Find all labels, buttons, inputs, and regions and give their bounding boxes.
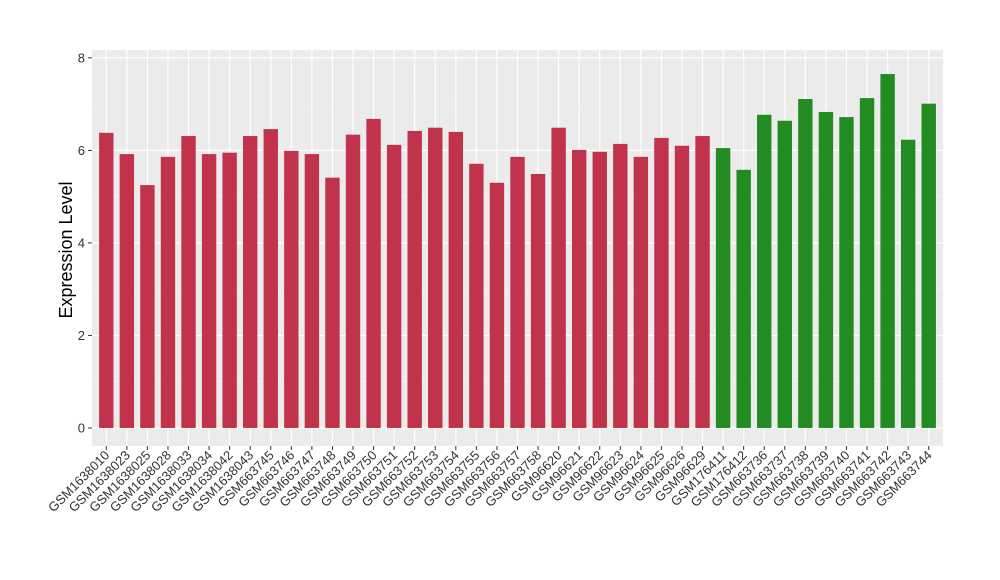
bar bbox=[386, 144, 402, 428]
bar bbox=[366, 118, 381, 428]
bar bbox=[530, 173, 546, 428]
bar bbox=[880, 74, 895, 428]
bar bbox=[695, 136, 710, 428]
bar bbox=[654, 137, 669, 428]
bar bbox=[284, 150, 299, 428]
bar bbox=[839, 117, 854, 428]
bar bbox=[571, 149, 587, 428]
y-tick-label: 0 bbox=[78, 420, 85, 435]
bar bbox=[613, 143, 628, 428]
bar bbox=[489, 182, 505, 428]
bar bbox=[469, 163, 484, 428]
bar bbox=[222, 152, 237, 428]
bar bbox=[181, 136, 196, 428]
bar bbox=[345, 134, 361, 428]
bar bbox=[160, 156, 176, 428]
bar bbox=[201, 154, 217, 428]
y-tick-label: 6 bbox=[78, 143, 85, 158]
bar bbox=[551, 127, 566, 428]
bar bbox=[592, 151, 607, 428]
bar bbox=[674, 145, 690, 428]
bar bbox=[818, 111, 834, 428]
bar bbox=[633, 156, 649, 428]
bar bbox=[798, 99, 813, 428]
bar bbox=[119, 154, 135, 428]
y-tick-label: 4 bbox=[78, 235, 85, 250]
y-tick-label: 2 bbox=[78, 328, 85, 343]
bar bbox=[263, 129, 278, 428]
bar bbox=[140, 185, 155, 428]
bar bbox=[304, 154, 320, 428]
bar bbox=[777, 120, 792, 428]
bar bbox=[715, 148, 731, 428]
bar bbox=[99, 132, 114, 428]
bar bbox=[757, 114, 772, 428]
bar bbox=[900, 139, 916, 428]
bar bbox=[448, 131, 464, 428]
bar bbox=[859, 98, 875, 428]
bar bbox=[921, 103, 936, 428]
y-tick-label: 8 bbox=[78, 50, 85, 65]
y-axis-label: Expression Level bbox=[56, 181, 76, 318]
bar bbox=[243, 136, 258, 428]
bar bbox=[510, 156, 525, 428]
bar bbox=[407, 130, 422, 428]
bar bbox=[428, 127, 443, 428]
bar bbox=[736, 169, 751, 428]
bar bbox=[325, 177, 340, 428]
